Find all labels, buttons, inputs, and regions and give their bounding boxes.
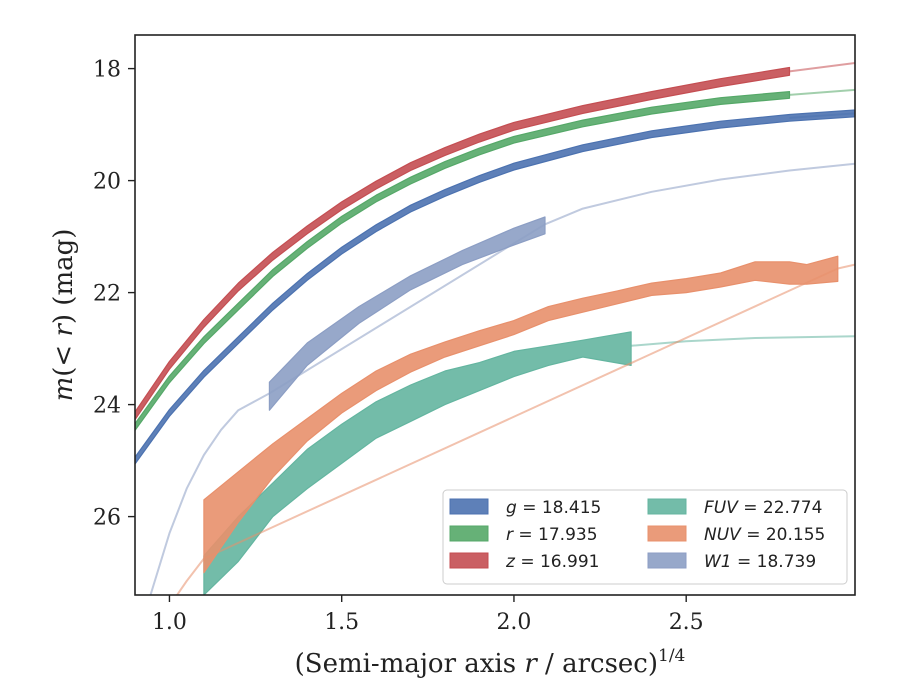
x-tick-label: 1.0 <box>152 610 187 635</box>
y-tick-label: 20 <box>93 170 121 195</box>
series-r-model-line <box>789 88 855 96</box>
series-z-model-line <box>789 62 855 73</box>
x-tick-label: 2.5 <box>669 610 704 635</box>
legend-label-z: z = 16.991 <box>505 552 599 572</box>
legend-swatch-fuv <box>647 498 687 515</box>
series-fuv-band <box>203 331 632 595</box>
plot-content <box>135 62 855 595</box>
axis-ticks: 1.0 1.5 2.0 2.5 18 20 22 24 26 <box>93 58 704 635</box>
legend-label-w1: W1 = 18.739 <box>704 552 816 572</box>
x-tick-label: 2.0 <box>496 610 531 635</box>
legend-label-fuv: FUV = 22.774 <box>704 498 822 518</box>
series-z-band <box>135 66 791 421</box>
legend-label-g: g = 18.415 <box>506 498 601 518</box>
legend-swatch-r <box>449 525 489 542</box>
y-tick-label: 22 <box>93 282 121 307</box>
series-r-band <box>135 91 791 431</box>
series-nuv-band <box>203 255 839 574</box>
y-tick-label: 26 <box>93 506 121 531</box>
series-g-band <box>135 109 855 465</box>
y-tick-label: 18 <box>93 58 121 83</box>
series-w1-band <box>268 216 546 411</box>
legend-label-r: r = 17.935 <box>506 525 598 545</box>
plot-frame <box>134 34 856 596</box>
legend-frame <box>442 489 848 585</box>
legend-swatch-z <box>449 552 489 569</box>
x-axis-label: (Semi-major axis r / arcsec)1/4 <box>295 646 686 679</box>
y-axis-label: m(< r) (mag) <box>49 229 79 402</box>
legend-swatch-g <box>449 498 489 515</box>
x-tick-label: 1.5 <box>324 610 359 635</box>
legend-label-nuv: NUV = 20.155 <box>704 525 825 545</box>
legend-swatch-nuv <box>647 525 687 542</box>
legend: g = 18.415 r = 17.935 z = 16.991 FUV = 22.7… <box>442 489 848 585</box>
legend-swatch-w1 <box>647 552 687 569</box>
y-tick-label: 24 <box>93 394 121 419</box>
series-fuv-model-line <box>631 335 855 347</box>
